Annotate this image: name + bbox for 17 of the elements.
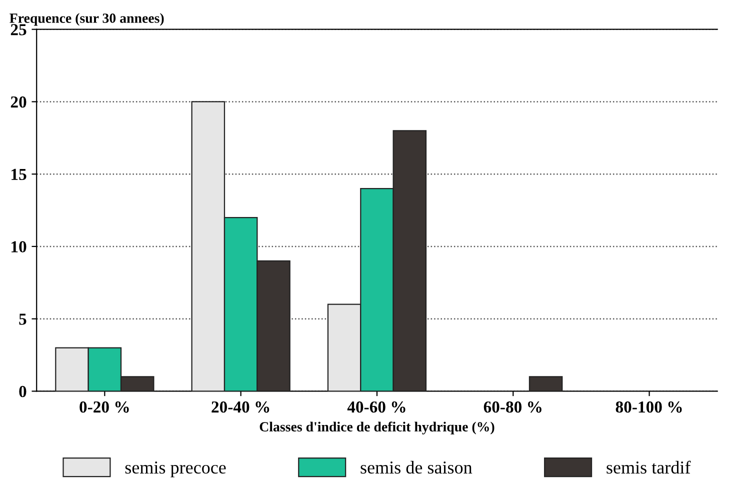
y-axis-title: Frequence (sur 30 annees) xyxy=(10,13,164,26)
x-tick-label: 60-80 % xyxy=(484,401,542,413)
legend-label: semis precoce xyxy=(125,462,226,478)
x-tick-label: 0-20 % xyxy=(80,401,129,413)
x-axis-title: Classes d'indice de deficit hydrique (%) xyxy=(260,422,494,434)
legend-label: semis de saison xyxy=(360,460,472,474)
y-tick-label: 20 xyxy=(10,96,26,108)
y-tick-label: 10 xyxy=(12,241,26,252)
legend-label: semis tardif xyxy=(606,460,691,474)
y-tick-label: 5 xyxy=(19,314,26,325)
x-tick-label: 20-40 % xyxy=(212,401,270,413)
y-tick-label: 0 xyxy=(19,386,26,398)
y-tick-label: 25 xyxy=(10,24,26,36)
x-tick-label: 80-100 % xyxy=(616,401,682,413)
x-tick-label: 40-60 % xyxy=(347,401,406,413)
y-tick-label: 15 xyxy=(12,168,26,180)
bar xyxy=(528,376,563,392)
